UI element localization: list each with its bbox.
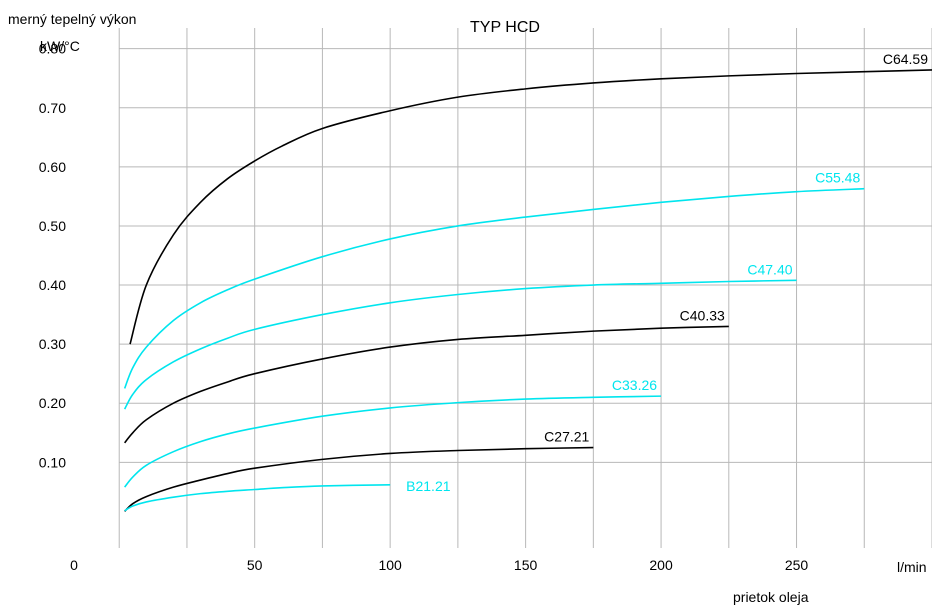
y-axis-label-name: merný tepelný výkon bbox=[8, 11, 137, 27]
x-axis-label: prietok oleja bbox=[733, 589, 809, 605]
gridlines bbox=[118, 28, 932, 548]
x-axis-unit-label: l/min bbox=[897, 559, 927, 575]
series-label-c40-33: C40.33 bbox=[680, 307, 725, 323]
y-tick-label: 0.50 bbox=[39, 218, 66, 234]
y-tick-label: 0.60 bbox=[39, 159, 66, 175]
series-line-c40-33 bbox=[124, 325, 729, 444]
y-tick-label: 0.10 bbox=[39, 454, 66, 470]
y-axis-label-unit: kW/°C bbox=[40, 38, 80, 54]
series-line-c64-59 bbox=[129, 69, 932, 345]
series-label-c55-48: C55.48 bbox=[815, 170, 860, 186]
series-line-c33-26 bbox=[124, 395, 662, 488]
x-tick-label: 50 bbox=[247, 557, 263, 573]
y-tick-label: 0.70 bbox=[39, 100, 66, 116]
series-line-c47-40 bbox=[123, 279, 797, 410]
series-label-c27-21: C27.21 bbox=[544, 429, 589, 445]
series-lines bbox=[123, 69, 932, 512]
series-label-c47-40: C47.40 bbox=[747, 261, 792, 277]
y-tick-label: 0.80 bbox=[39, 41, 66, 57]
tick-labels: 0.10 0.20 0.30 0.40 0.50 0.60 0.70 0.80 0 50 100 15… bbox=[39, 41, 809, 573]
x-tick-label: 0 bbox=[70, 557, 78, 573]
y-tick-label: 0.30 bbox=[39, 336, 66, 352]
y-tick-label: 0.40 bbox=[39, 277, 66, 293]
series-line-c27-21 bbox=[124, 446, 594, 512]
series-line-b21-21 bbox=[124, 483, 391, 512]
series-line-c55-48 bbox=[123, 187, 865, 389]
x-tick-label: 250 bbox=[785, 557, 809, 573]
chart-title: TYP HCD bbox=[470, 19, 540, 36]
series-labels: C64.59 C55.48 C47.40 C40.33 C33.26 C27.21 B21.… bbox=[406, 51, 928, 494]
series-label-c33-26: C33.26 bbox=[612, 377, 657, 393]
x-tick-label: 100 bbox=[378, 557, 402, 573]
series-label-b21-21: B21.21 bbox=[406, 478, 451, 494]
y-tick-label: 0.20 bbox=[39, 395, 66, 411]
series-label-c64-59: C64.59 bbox=[883, 51, 928, 67]
x-tick-label: 150 bbox=[514, 557, 538, 573]
x-tick-label: 200 bbox=[649, 557, 673, 573]
